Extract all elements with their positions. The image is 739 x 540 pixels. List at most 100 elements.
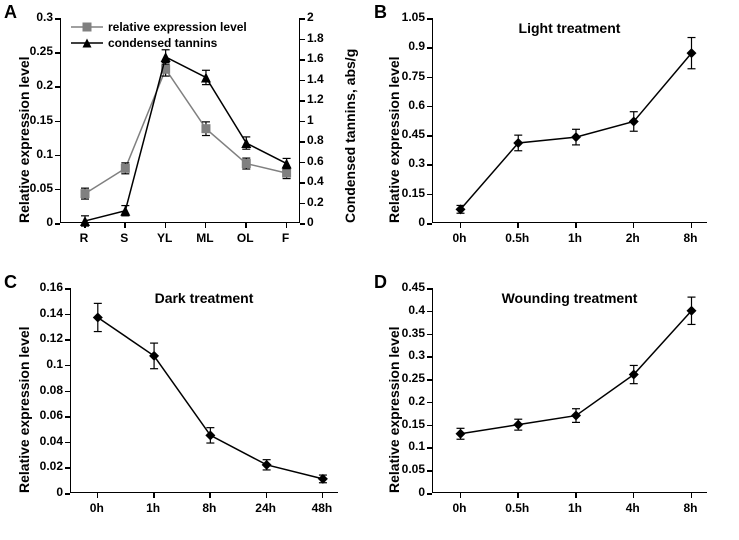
ytick-label-right: 1.4 [307, 72, 324, 86]
ytick-mark [427, 18, 432, 20]
y-axis-label-B: Relative expression level [386, 18, 402, 223]
panel-B: BLight treatment00.150.30.450.60.750.91.… [370, 0, 739, 270]
ytick-mark [427, 334, 432, 336]
ytick-label-right: 0.8 [307, 133, 324, 147]
xtick-mark [460, 223, 462, 228]
ytick-mark [65, 365, 70, 367]
legend-label: condensed tannins [108, 36, 217, 50]
ytick-mark-right [300, 182, 305, 184]
ytick-label-right: 1.8 [307, 31, 324, 45]
xtick-label: 0h [79, 501, 115, 515]
ytick-mark [55, 18, 60, 20]
xtick-mark [460, 493, 462, 498]
ytick-mark-right [300, 59, 305, 61]
xtick-label: 8h [673, 501, 709, 515]
ytick-label: 0.1 [408, 439, 425, 453]
ytick-mark [55, 52, 60, 54]
square-icon [70, 20, 104, 34]
panel-A: A00.050.10.150.20.250.3Relative expressi… [0, 0, 370, 270]
ytick-label: 0.6 [408, 98, 425, 112]
ytick-label: 0.1 [46, 357, 63, 371]
ytick-label: 0.1 [36, 147, 53, 161]
figure-root: A00.050.10.150.20.250.3Relative expressi… [0, 0, 739, 540]
ytick-mark-right [300, 121, 305, 123]
plot-svg-B [433, 18, 708, 223]
xtick-mark [322, 493, 324, 498]
ytick-mark-right [300, 80, 305, 82]
xtick-mark [165, 223, 167, 228]
ytick-label-right: 1 [307, 113, 314, 127]
xtick-label: 4h [615, 501, 651, 515]
ytick-label: 0.2 [408, 394, 425, 408]
ytick-mark [65, 339, 70, 341]
xtick-mark [84, 223, 86, 228]
ytick-label: 0.75 [402, 69, 425, 83]
ytick-label: 0.35 [402, 326, 425, 340]
ytick-label-right: 0 [307, 215, 314, 229]
ytick-label: 0.25 [402, 371, 425, 385]
xtick-mark [266, 493, 268, 498]
ytick-label: 0.4 [408, 303, 425, 317]
xtick-label: 0h [442, 231, 478, 245]
xtick-mark [286, 223, 288, 228]
ytick-mark [427, 379, 432, 381]
ytick-mark [427, 470, 432, 472]
ytick-mark [427, 77, 432, 79]
ytick-label: 0.05 [402, 462, 425, 476]
ytick-mark-right [300, 18, 305, 20]
ytick-mark [65, 442, 70, 444]
xtick-mark [575, 223, 577, 228]
ytick-mark [427, 425, 432, 427]
ytick-mark [65, 288, 70, 290]
ytick-mark [55, 121, 60, 123]
ytick-label: 0 [418, 485, 425, 499]
xtick-mark [633, 493, 635, 498]
ytick-label: 1.05 [402, 10, 425, 24]
xtick-label: 1h [135, 501, 171, 515]
xtick-label: 0h [442, 501, 478, 515]
xtick-label: 0.5h [499, 501, 535, 515]
ytick-mark [65, 416, 70, 418]
plot-svg-C [71, 288, 339, 493]
plot-svg-D [433, 288, 708, 493]
xtick-label: R [66, 231, 102, 245]
plot-area-D [432, 288, 707, 493]
legend-A: relative expression level condensed tanni… [70, 20, 247, 52]
ytick-mark [427, 356, 432, 358]
ytick-label-right: 1.6 [307, 51, 324, 65]
panel-D: DWounding treatment00.050.10.150.20.250.… [370, 270, 739, 540]
y-axis-label-C: Relative expression level [16, 288, 32, 493]
ytick-mark [427, 194, 432, 196]
xtick-label: F [268, 231, 304, 245]
ytick-label: 0.16 [40, 280, 63, 294]
ytick-label: 0.45 [402, 280, 425, 294]
plot-area-C [70, 288, 338, 493]
ytick-mark [427, 164, 432, 166]
ytick-mark [65, 467, 70, 469]
xtick-label: 8h [191, 501, 227, 515]
xtick-label: ML [187, 231, 223, 245]
xtick-mark [124, 223, 126, 228]
xtick-label: 8h [673, 231, 709, 245]
ytick-mark-right [300, 39, 305, 41]
y-axis-label-right-A: Condensed tannins, abs/g [342, 18, 358, 223]
xtick-mark [691, 493, 693, 498]
ytick-label: 0.3 [36, 10, 53, 24]
ytick-mark [427, 223, 432, 225]
ytick-mark-right [300, 141, 305, 143]
xtick-mark [245, 223, 247, 228]
panel-C: CDark treatment00.020.040.060.080.10.120… [0, 270, 370, 540]
ytick-label: 0.04 [40, 434, 63, 448]
xtick-mark [575, 493, 577, 498]
xtick-mark [633, 223, 635, 228]
ytick-mark [427, 447, 432, 449]
ytick-mark-right [300, 162, 305, 164]
ytick-label: 0.3 [408, 348, 425, 362]
xtick-mark [517, 223, 519, 228]
legend-item: relative expression level [70, 20, 247, 34]
ytick-label: 0.14 [40, 306, 63, 320]
ytick-label: 0 [56, 485, 63, 499]
ytick-mark [55, 86, 60, 88]
ytick-mark-right [300, 203, 305, 205]
ytick-label: 0.15 [402, 417, 425, 431]
